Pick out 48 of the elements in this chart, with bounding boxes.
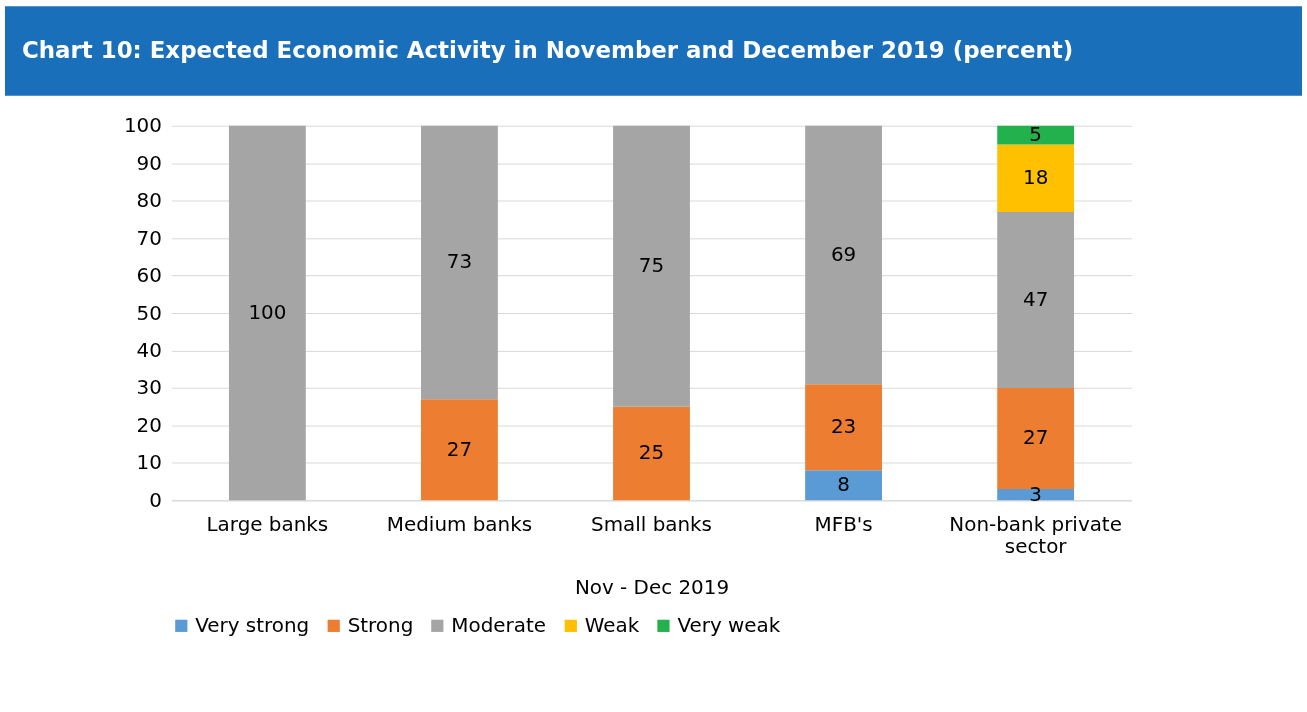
y-tick-label: 0 <box>149 488 162 512</box>
bar <box>805 125 882 385</box>
x-tick-label: Small banks <box>591 512 712 536</box>
bar <box>997 125 1075 145</box>
data-label: 100 <box>248 301 287 325</box>
y-tick-label: 50 <box>136 301 162 325</box>
x-axis-title: Nov - Dec 2019 <box>574 576 730 600</box>
legend-label: Very weak <box>677 613 781 637</box>
bar <box>997 489 1075 501</box>
data-label: 18 <box>1022 166 1049 190</box>
legend-label: Moderate <box>451 613 546 637</box>
data-label: 8 <box>837 473 850 497</box>
data-label: 47 <box>1022 287 1049 311</box>
y-tick-label: 100 <box>123 114 162 138</box>
bar <box>805 384 882 471</box>
bar <box>613 125 690 407</box>
data-label: 75 <box>638 254 665 278</box>
data-label: 5 <box>1029 123 1042 147</box>
data-label: 73 <box>446 250 473 274</box>
data-label: 23 <box>830 415 857 439</box>
bar <box>997 144 1075 212</box>
bar <box>421 399 498 501</box>
bar <box>805 470 882 501</box>
legend-label: Weak <box>584 613 640 637</box>
y-tick-label: 20 <box>136 413 162 437</box>
x-tick-label: Large banks <box>206 512 329 536</box>
x-tick-label: Medium banks <box>386 512 533 536</box>
bar <box>997 211 1075 388</box>
bar <box>228 125 306 501</box>
chart-title: Chart 10: Expected Economic Activity in November and December 2019 (percent) <box>21 37 1074 64</box>
legend-label: Strong <box>347 613 414 637</box>
data-label: 3 <box>1029 482 1042 506</box>
x-tick-label: MFB's <box>814 512 873 536</box>
data-label: 27 <box>446 437 473 461</box>
y-tick-label: 70 <box>136 226 162 250</box>
y-tick-label: 40 <box>136 338 162 362</box>
data-label: 27 <box>1022 426 1049 450</box>
data-label: 69 <box>830 242 857 266</box>
y-tick-label: 90 <box>136 151 162 175</box>
legend-label: Very strong <box>195 613 310 637</box>
y-tick-label: 60 <box>136 264 162 288</box>
bar <box>421 125 498 400</box>
y-tick-label: 10 <box>136 451 162 475</box>
y-tick-label: 30 <box>136 376 162 400</box>
y-tick-label: 80 <box>136 189 162 213</box>
bar <box>613 406 690 501</box>
data-label: 25 <box>638 441 665 465</box>
x-tick-label: Non-bank private sector <box>949 512 1122 558</box>
